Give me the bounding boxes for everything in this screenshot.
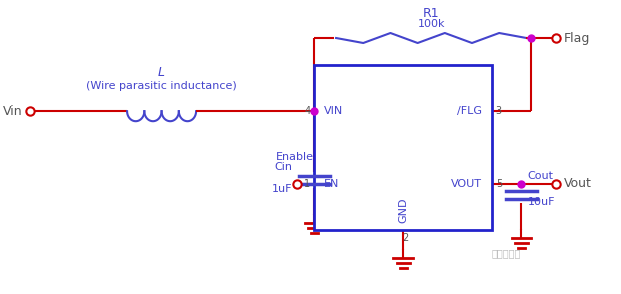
Text: VIN: VIN xyxy=(324,106,343,116)
Text: Enable: Enable xyxy=(276,152,314,162)
Text: 3: 3 xyxy=(496,106,502,116)
Text: Cout: Cout xyxy=(527,171,553,181)
Text: 5: 5 xyxy=(496,179,502,189)
Text: R1: R1 xyxy=(423,7,440,20)
Text: VOUT: VOUT xyxy=(451,179,482,189)
Text: GND: GND xyxy=(398,197,408,223)
Bar xyxy=(314,65,492,230)
Text: /FLG: /FLG xyxy=(457,106,482,116)
Text: Vin: Vin xyxy=(3,105,22,118)
Text: EN: EN xyxy=(324,179,340,189)
Text: 1uF: 1uF xyxy=(272,184,292,194)
Text: 4: 4 xyxy=(304,106,310,116)
Text: Flag: Flag xyxy=(564,31,590,44)
Text: 100k: 100k xyxy=(417,19,445,29)
Text: 电路一点通: 电路一点通 xyxy=(492,248,521,258)
Text: L: L xyxy=(158,66,165,79)
Text: 10uF: 10uF xyxy=(527,197,555,207)
Text: 2: 2 xyxy=(402,233,408,243)
Text: Cin: Cin xyxy=(274,162,292,172)
Text: (Wire parasitic inductance): (Wire parasitic inductance) xyxy=(86,81,237,91)
Text: Vout: Vout xyxy=(564,177,592,190)
Text: 1: 1 xyxy=(304,179,310,189)
